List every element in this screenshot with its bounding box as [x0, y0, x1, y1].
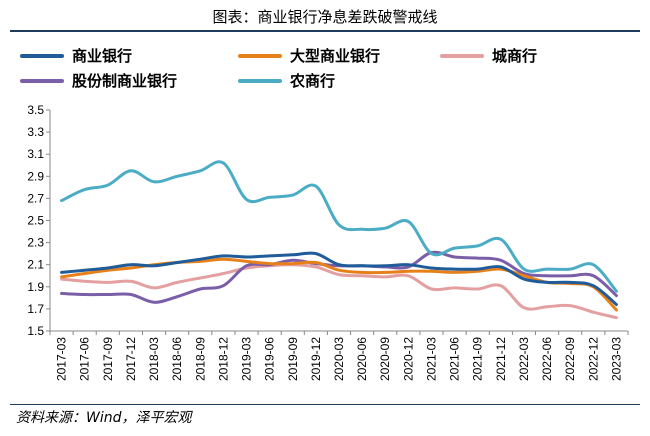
- source-divider: [10, 404, 640, 405]
- legend-swatch: [238, 78, 282, 83]
- legend-item: 大型商业银行: [238, 45, 380, 66]
- series-line: [60, 160, 618, 293]
- title-divider: [10, 30, 640, 32]
- x-tick-label: 2018-06: [170, 337, 184, 381]
- x-tick-label: 2017-03: [55, 337, 69, 381]
- legend-swatch: [238, 53, 282, 58]
- legend-item: 商业银行: [20, 45, 132, 66]
- x-tick-label: 2017-09: [101, 337, 115, 381]
- chart-title: 图表：商业银行净息差跌破警戒线: [212, 8, 438, 26]
- legend-label: 农商行: [290, 72, 336, 90]
- x-tick-label: 2021-06: [448, 337, 462, 381]
- x-tick-label: 2020-09: [378, 337, 392, 381]
- legend-label: 城商行: [492, 47, 538, 65]
- x-tick-label: 2017-06: [78, 337, 92, 381]
- y-tick-label: 1.9: [27, 280, 44, 294]
- y-tick-label: 2.1: [27, 258, 44, 272]
- x-tick-label: 2020-12: [401, 337, 415, 381]
- series-line: [60, 263, 618, 320]
- y-tick-label: 3.1: [27, 147, 44, 161]
- x-tick-label: 2022-09: [563, 337, 577, 381]
- x-tick-label: 2021-12: [494, 337, 508, 381]
- y-tick-label: 2.9: [27, 169, 44, 183]
- legend-item: 农商行: [238, 70, 335, 91]
- x-tick-label: 2020-06: [355, 337, 369, 381]
- x-tick-label: 2019-06: [263, 337, 277, 381]
- source-note: 资料来源：Wind，泽平宏观: [16, 410, 192, 426]
- x-tick-label: 2019-12: [309, 337, 323, 381]
- legend-label: 大型商业银行: [290, 47, 381, 65]
- y-tick-label: 1.5: [27, 324, 44, 338]
- legend-label: 股份制商业银行: [72, 72, 178, 90]
- y-tick-label: 3.3: [27, 125, 44, 139]
- legend-swatch: [440, 53, 484, 58]
- x-tick-label: 2021-09: [471, 337, 485, 381]
- x-tick-label: 2022-12: [586, 337, 600, 381]
- x-tick-label: 2022-03: [517, 337, 531, 381]
- x-tick-label: 2018-12: [216, 337, 230, 381]
- x-tick-label: 2023-03: [609, 337, 623, 381]
- x-tick-label: 2018-03: [147, 337, 161, 381]
- y-tick-label: 3.5: [27, 103, 44, 117]
- x-tick-label: 2018-09: [193, 337, 207, 381]
- x-tick-label: 2022-06: [540, 337, 554, 381]
- legend-item: 城商行: [440, 45, 537, 66]
- series-line: [60, 251, 618, 306]
- y-tick-label: 1.7: [27, 302, 44, 316]
- x-tick-label: 2021-03: [424, 337, 438, 381]
- y-tick-label: 2.5: [27, 214, 44, 228]
- x-tick-label: 2020-03: [332, 337, 346, 381]
- y-tick-label: 2.3: [27, 236, 44, 250]
- legend-swatch: [20, 78, 64, 83]
- x-tick-label: 2019-09: [286, 337, 300, 381]
- legend-swatch: [20, 53, 64, 58]
- x-tick-label: 2017-12: [124, 337, 138, 381]
- legend-item: 股份制商业银行: [20, 70, 177, 91]
- x-tick-label: 2019-03: [240, 337, 254, 381]
- legend-label: 商业银行: [72, 47, 133, 65]
- y-tick-label: 2.7: [27, 191, 44, 205]
